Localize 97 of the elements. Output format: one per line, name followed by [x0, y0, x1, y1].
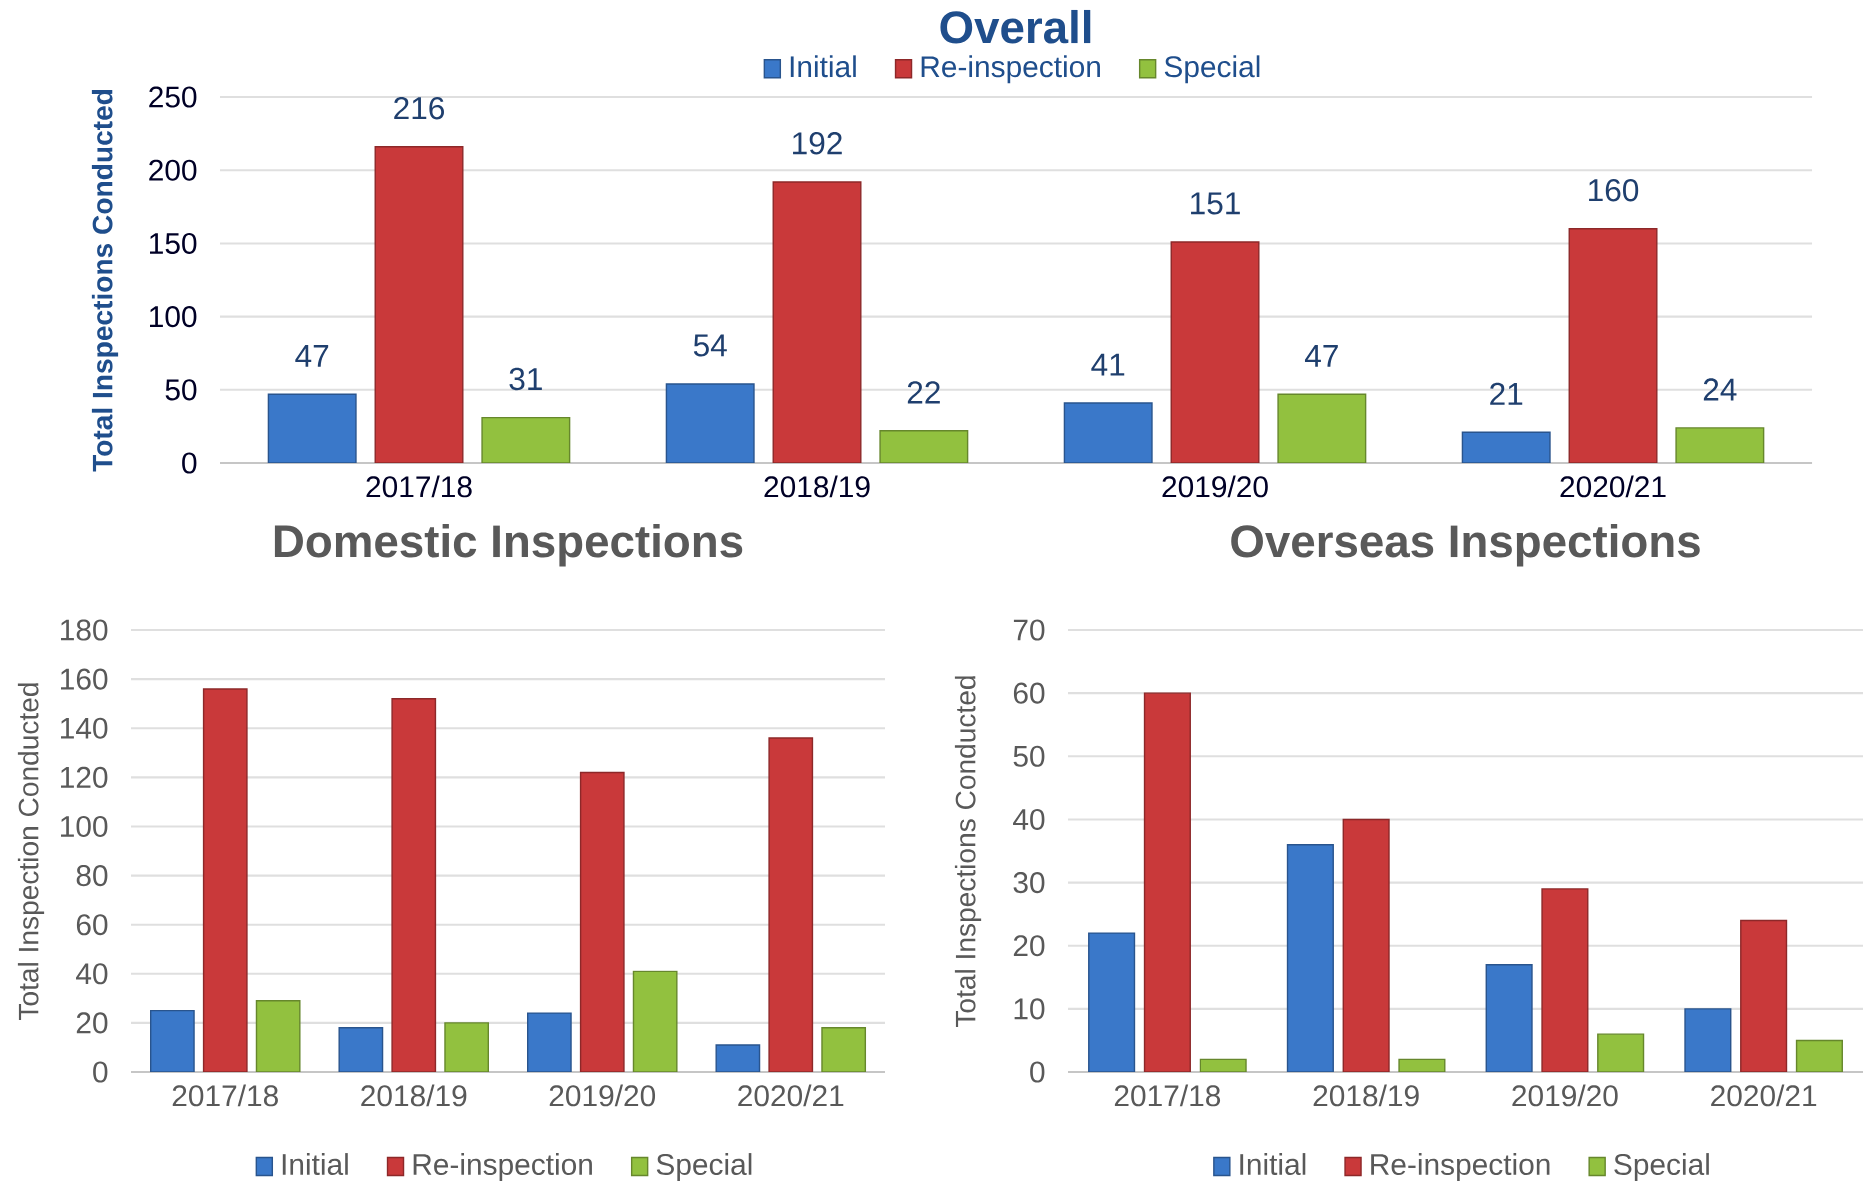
- bar: [1675, 427, 1765, 464]
- y-axis-title: Total Inspections Conducted: [91, 89, 119, 472]
- x-tick-label: 2017/18: [366, 475, 472, 498]
- data-label: 160: [1589, 178, 1639, 202]
- data-label: 216: [394, 96, 444, 120]
- data-label: 21: [1490, 382, 1523, 405]
- bar: [1541, 888, 1589, 1073]
- y-tick-label: 30: [1013, 872, 1045, 894]
- bar: [1485, 963, 1533, 1073]
- y-tick-label: 20: [76, 1012, 108, 1034]
- legend-label: Re-inspection: [413, 1153, 592, 1181]
- x-tick-label: 2020/21: [1711, 1084, 1817, 1107]
- bar: [1568, 228, 1658, 464]
- y-tick-label: 80: [76, 865, 108, 887]
- x-tick-label: 2018/19: [764, 475, 870, 498]
- legend-label: Re-inspection: [921, 55, 1100, 84]
- bar: [1740, 919, 1788, 1073]
- y-tick-label: 200: [149, 159, 197, 181]
- y-tick-label: 40: [1013, 808, 1045, 831]
- bar: [1143, 692, 1191, 1073]
- legend-label: Re-inspection: [1371, 1153, 1550, 1181]
- legend-label: Initial: [790, 55, 856, 78]
- x-tick-label: 2018/19: [1313, 1084, 1419, 1107]
- bar: [1461, 431, 1551, 464]
- bar: [1063, 402, 1153, 464]
- data-label: 22: [907, 381, 940, 404]
- bar: [579, 771, 625, 1073]
- data-label: 31: [509, 367, 542, 391]
- x-tick-label: 2017/18: [172, 1084, 278, 1107]
- data-label: 47: [1304, 345, 1338, 367]
- bar: [267, 393, 357, 464]
- y-tick-label: 150: [150, 232, 197, 254]
- bar: [1342, 818, 1390, 1073]
- x-tick-label: 2019/20: [549, 1084, 656, 1107]
- data-label: 151: [1191, 192, 1240, 215]
- x-tick-label: 2020/21: [1560, 475, 1666, 498]
- bar: [391, 698, 437, 1073]
- y-tick-label: 0: [1030, 1061, 1045, 1083]
- bar: [1795, 1039, 1843, 1073]
- bar: [1088, 932, 1136, 1073]
- data-label: 192: [793, 132, 842, 155]
- data-label: 24: [1703, 378, 1737, 401]
- legend-label: Initial: [1240, 1153, 1306, 1176]
- chart-title: Overseas Inspections: [1231, 523, 1700, 567]
- bar: [1286, 844, 1334, 1073]
- data-label: 54: [693, 334, 727, 357]
- bar: [444, 1022, 490, 1073]
- y-tick-label: 160: [61, 668, 108, 690]
- legend-label: Special: [656, 1153, 752, 1181]
- bar: [149, 1009, 195, 1073]
- bar: [715, 1044, 761, 1073]
- bar: [481, 416, 571, 464]
- bar: [1277, 393, 1367, 464]
- x-tick-label: 2019/20: [1162, 475, 1268, 498]
- y-tick-label: 10: [1014, 998, 1045, 1020]
- y-tick-label: 0: [182, 452, 197, 474]
- y-tick-label: 250: [149, 86, 197, 108]
- legend-label: Special: [1614, 1153, 1709, 1181]
- bar: [202, 688, 248, 1073]
- bar: [255, 1000, 301, 1073]
- data-label: 47: [295, 345, 329, 367]
- x-tick-label: 2020/21: [738, 1084, 844, 1107]
- bar: [338, 1027, 384, 1073]
- y-axis-title: Total Inspection Conducted: [17, 683, 45, 1021]
- y-tick-label: 50: [1013, 745, 1045, 767]
- y-tick-label: 180: [61, 619, 108, 641]
- y-tick-label: 0: [93, 1061, 108, 1083]
- legend-label: Special: [1164, 55, 1260, 84]
- y-axis-title: Total Inspections Conducted: [954, 676, 982, 1028]
- bar: [665, 383, 755, 464]
- bar: [374, 146, 464, 464]
- data-label: 41: [1091, 353, 1125, 376]
- y-tick-label: 100: [150, 306, 197, 328]
- legend-label: Initial: [282, 1153, 348, 1176]
- bar: [526, 1012, 572, 1073]
- bar: [772, 181, 862, 464]
- x-tick-label: 2017/18: [1114, 1084, 1221, 1107]
- y-tick-label: 60: [76, 914, 108, 936]
- y-tick-label: 20: [1013, 935, 1045, 957]
- y-tick-label: 140: [61, 717, 108, 739]
- bar: [1684, 1008, 1732, 1073]
- y-tick-label: 50: [165, 379, 197, 401]
- y-tick-label: 60: [1013, 682, 1045, 704]
- bar: [768, 737, 814, 1073]
- x-tick-label: 2018/19: [361, 1084, 467, 1107]
- x-tick-label: 2019/20: [1512, 1084, 1618, 1107]
- bar: [1170, 241, 1260, 464]
- y-tick-label: 40: [76, 963, 108, 985]
- bar: [632, 970, 678, 1073]
- y-tick-label: 100: [61, 815, 108, 838]
- bar: [1597, 1033, 1645, 1073]
- bar: [879, 430, 969, 464]
- chart-title: Domestic Inspections: [274, 523, 743, 567]
- bar: [821, 1027, 867, 1073]
- y-tick-label: 120: [61, 766, 108, 788]
- y-tick-label: 70: [1013, 619, 1045, 641]
- chart-title: Overall: [940, 9, 1091, 44]
